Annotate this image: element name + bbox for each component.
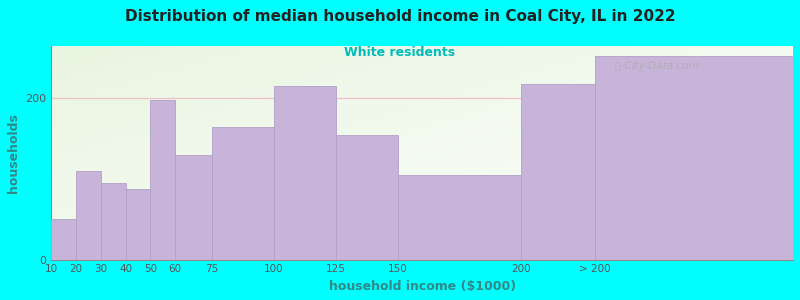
Bar	[398, 175, 521, 260]
Text: White residents: White residents	[345, 46, 455, 59]
Bar	[175, 155, 212, 260]
Bar	[126, 189, 150, 260]
Bar	[150, 100, 175, 260]
X-axis label: household income ($1000): household income ($1000)	[329, 280, 516, 293]
Bar	[521, 84, 595, 260]
Bar	[101, 183, 126, 260]
Y-axis label: households: households	[7, 113, 20, 193]
Bar	[76, 171, 101, 260]
Text: Distribution of median household income in Coal City, IL in 2022: Distribution of median household income …	[125, 9, 675, 24]
Bar	[274, 86, 336, 260]
Bar	[212, 127, 274, 260]
Bar	[595, 56, 793, 260]
Bar	[336, 135, 398, 260]
Bar	[51, 219, 76, 260]
Text: ⓘ City-Data.com: ⓘ City-Data.com	[615, 61, 698, 71]
